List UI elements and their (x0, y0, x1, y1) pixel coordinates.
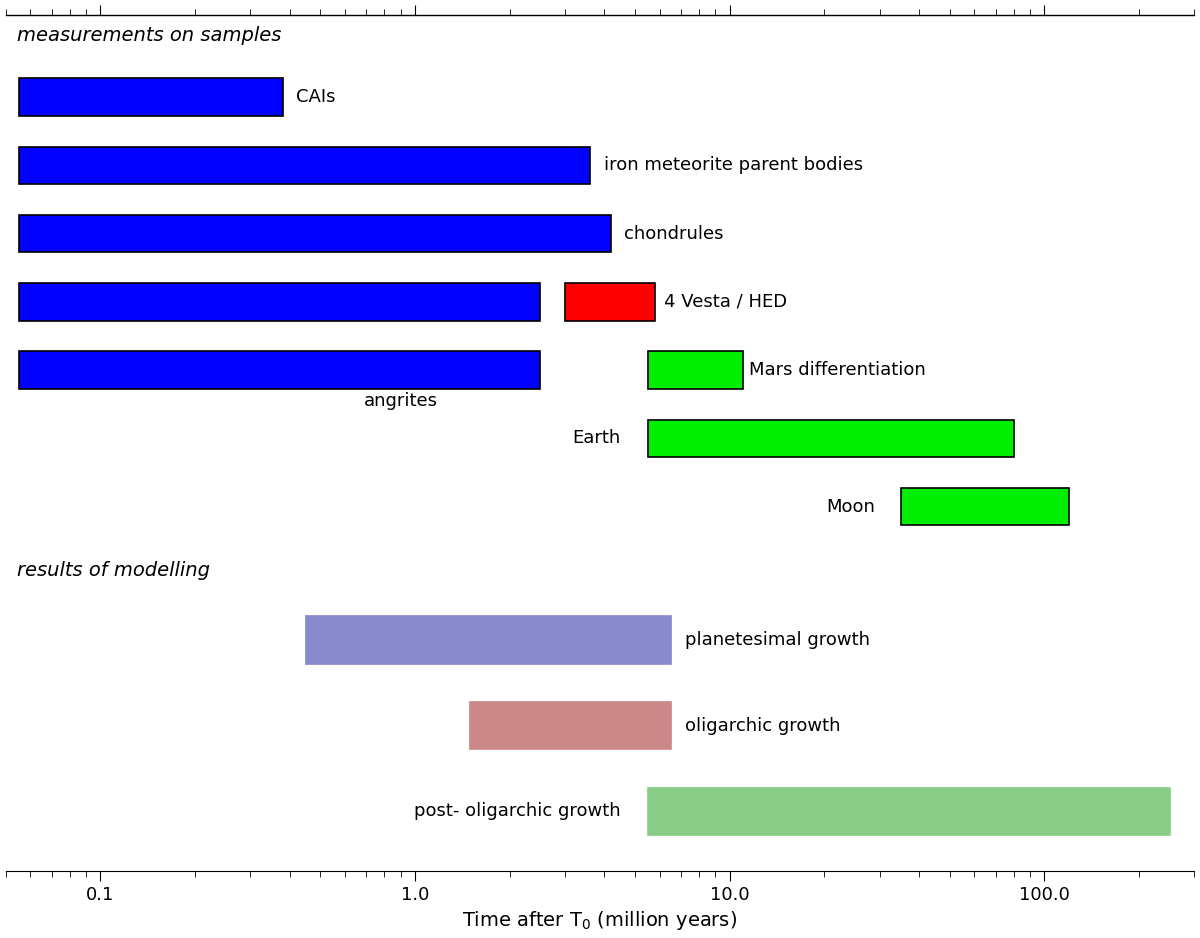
Text: 4 Vesta / HED: 4 Vesta / HED (665, 293, 787, 310)
Text: Mars differentiation: Mars differentiation (749, 361, 925, 379)
Bar (901, 488, 1069, 525)
Bar (470, 702, 671, 749)
Text: Moon: Moon (827, 497, 875, 516)
Bar (306, 616, 671, 663)
Text: iron meteorite parent bodies: iron meteorite parent bodies (605, 157, 864, 174)
Text: post- oligarchic growth: post- oligarchic growth (414, 802, 620, 821)
Bar (18, 79, 283, 116)
Text: measurements on samples: measurements on samples (18, 26, 282, 45)
Text: planetesimal growth: planetesimal growth (685, 631, 870, 649)
Bar (18, 146, 590, 184)
Text: oligarchic growth: oligarchic growth (685, 717, 840, 734)
Text: results of modelling: results of modelling (18, 561, 210, 580)
Bar (18, 352, 540, 389)
Bar (648, 788, 1170, 835)
Bar (18, 283, 540, 321)
Text: CAIs: CAIs (296, 88, 336, 106)
Bar (648, 352, 743, 389)
Text: angrites: angrites (364, 392, 438, 410)
Text: chondrules: chondrules (624, 224, 724, 243)
X-axis label: Time after T$_0$ (million years): Time after T$_0$ (million years) (462, 910, 738, 932)
Bar (648, 419, 1014, 457)
Text: Earth: Earth (572, 430, 620, 447)
Bar (18, 215, 611, 252)
Bar (565, 283, 655, 321)
